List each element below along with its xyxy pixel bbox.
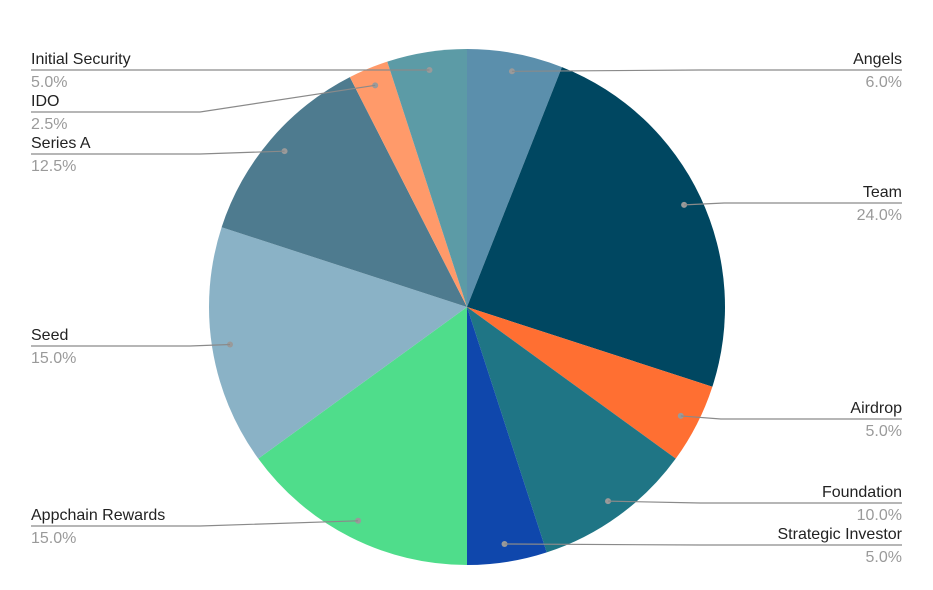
slice-label-ido: IDO <box>31 93 59 110</box>
slice-percent-team: 24.0% <box>857 207 902 224</box>
slice-percent-airdrop: 5.0% <box>866 423 902 440</box>
pie-slice-initial-security <box>387 49 467 307</box>
leader-line-team <box>684 202 902 206</box>
slice-label-team: Team <box>863 184 902 201</box>
leader-line-appchain-rewards <box>31 520 359 527</box>
slice-label-initial-security: Initial Security <box>31 51 131 68</box>
slice-label-series-a: Series A <box>31 135 91 152</box>
slice-labels: Angels 6.0% Team 24.0% Airdrop 5.0% Foundation… <box>31 51 903 566</box>
pie-slice-series-a <box>221 77 467 307</box>
leader-line-ido <box>31 84 376 113</box>
pie-slice-team <box>467 67 725 387</box>
leader-line-angels <box>511 69 902 72</box>
slice-percent-series-a: 12.5% <box>31 158 76 175</box>
pie-slice-angels <box>467 49 562 307</box>
pie-slices <box>208 49 725 565</box>
slice-percent-seed: 15.0% <box>31 350 76 367</box>
slice-percent-initial-security: 5.0% <box>31 74 67 91</box>
pie-slice-strategic-investor <box>467 307 547 565</box>
slice-percent-strategic-investor: 5.0% <box>866 549 902 566</box>
slice-label-angels: Angels <box>853 51 902 68</box>
slice-percent-foundation: 10.0% <box>857 507 902 524</box>
slice-label-foundation: Foundation <box>822 484 902 501</box>
slice-label-seed: Seed <box>31 327 68 344</box>
leader-line-foundation <box>608 500 902 504</box>
slice-label-airdrop: Airdrop <box>850 400 902 417</box>
slice-label-appchain-rewards: Appchain Rewards <box>31 507 165 524</box>
slice-percent-ido: 2.5% <box>31 116 67 133</box>
leader-line-strategic-investor <box>504 543 902 546</box>
leader-line-series-a <box>31 150 285 155</box>
slice-percent-angels: 6.0% <box>866 74 902 91</box>
pie-slice-appchain-rewards <box>258 307 467 565</box>
pie-slice-ido <box>349 61 467 308</box>
pie-slice-airdrop <box>467 307 713 459</box>
slice-label-strategic-investor: Strategic Investor <box>778 526 903 543</box>
slice-percent-appchain-rewards: 15.0% <box>31 530 76 547</box>
leader-lines <box>31 67 902 547</box>
pie-slice-seed <box>208 227 467 459</box>
leader-line-seed <box>31 343 231 347</box>
leader-line-airdrop <box>680 415 902 420</box>
pie-slice-foundation <box>467 307 676 553</box>
